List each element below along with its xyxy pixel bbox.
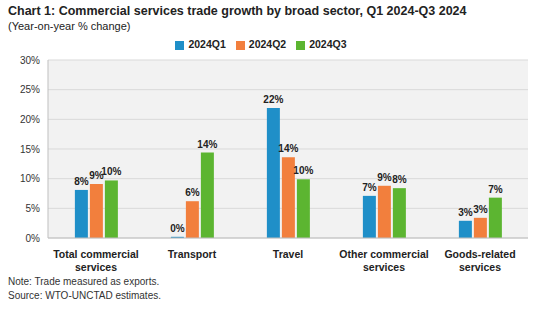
svg-text:9%: 9% bbox=[377, 172, 392, 183]
svg-text:Total commercialservices: Total commercialservices bbox=[53, 248, 139, 272]
svg-text:Other commercialservices: Other commercialservices bbox=[339, 248, 428, 272]
svg-text:Travel: Travel bbox=[273, 248, 303, 260]
svg-text:30%: 30% bbox=[20, 55, 40, 66]
svg-text:22%: 22% bbox=[263, 94, 283, 105]
svg-text:14%: 14% bbox=[278, 143, 298, 154]
svg-text:20%: 20% bbox=[20, 114, 40, 125]
svg-text:25%: 25% bbox=[20, 84, 40, 95]
html-text:Chart 1: Commercial services t: Chart 1: Commercial services trade growt… bbox=[8, 4, 467, 18]
svg-text:Transport: Transport bbox=[168, 248, 217, 260]
svg-text:0%: 0% bbox=[170, 223, 185, 234]
svg-text:15%: 15% bbox=[20, 144, 40, 155]
svg-text:3%: 3% bbox=[458, 207, 473, 218]
svg-text:14%: 14% bbox=[197, 139, 217, 150]
svg-text:7%: 7% bbox=[488, 184, 503, 195]
html-text:(Year-on-year % change): (Year-on-year % change) bbox=[8, 20, 131, 32]
svg-text:8%: 8% bbox=[74, 176, 89, 187]
svg-text:9%: 9% bbox=[89, 170, 104, 181]
svg-text:6%: 6% bbox=[185, 187, 200, 198]
svg-text:7%: 7% bbox=[362, 182, 377, 193]
svg-text:3%: 3% bbox=[473, 204, 488, 215]
svg-text:5%: 5% bbox=[26, 203, 41, 214]
svg-text:0%: 0% bbox=[26, 233, 41, 244]
html-text:2024Q1: 2024Q1 bbox=[188, 38, 226, 50]
svg-text:10%: 10% bbox=[20, 173, 40, 184]
html-text:Source: WTO-UNCTAD estimates.: Source: WTO-UNCTAD estimates. bbox=[8, 290, 161, 301]
svg-text:8%: 8% bbox=[392, 174, 407, 185]
svg-text:10%: 10% bbox=[101, 166, 121, 177]
html-text:Note: Trade measured as export: Note: Trade measured as exports. bbox=[8, 276, 160, 287]
html-text:2024Q3: 2024Q3 bbox=[309, 38, 347, 50]
svg-text:10%: 10% bbox=[293, 165, 313, 176]
svg-text:Goods-relatedservices: Goods-relatedservices bbox=[444, 248, 515, 272]
html-text:2024Q2: 2024Q2 bbox=[248, 38, 287, 50]
